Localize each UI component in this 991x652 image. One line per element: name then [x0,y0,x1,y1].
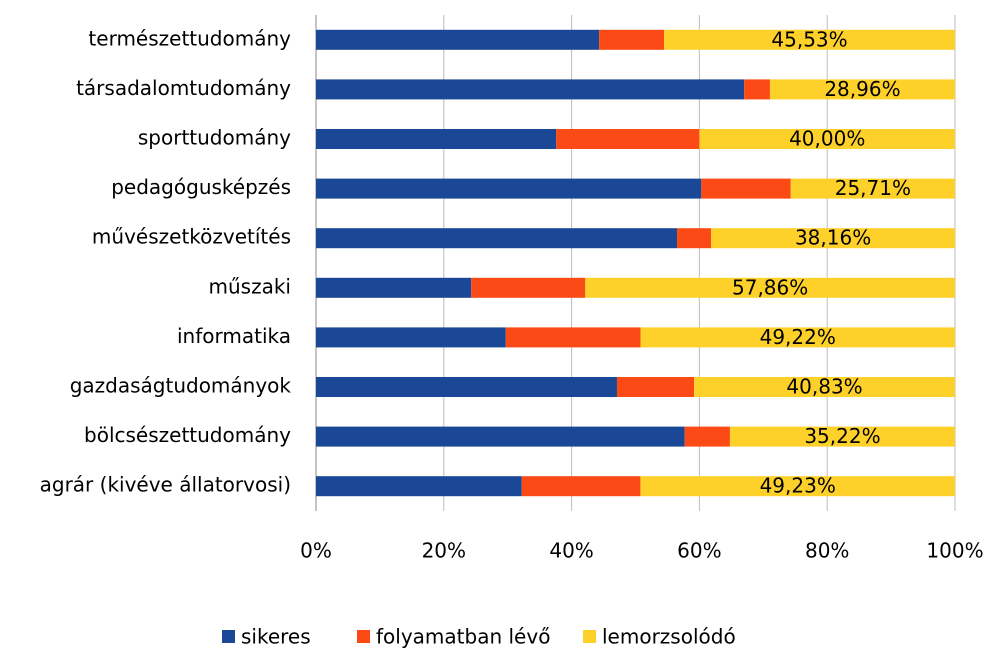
bar-segment [316,426,685,447]
bar-segment [585,277,955,298]
legend-label: lemorzsolódó [602,625,736,649]
bar-segment [699,129,955,149]
y-tick-label: sporttudomány [138,126,291,150]
value-label: 40,83% [786,375,862,399]
bar-segment [316,129,557,149]
bar-segment [316,228,678,249]
bar-segment [316,29,600,50]
x-tick-label: 0% [300,539,332,563]
bar-segment [316,178,702,199]
bar-segment [316,79,745,100]
bar-segment [711,228,955,249]
bar-segment [701,178,791,199]
bar-segment [684,426,730,447]
value-label: 49,22% [760,325,836,349]
value-label: 45,53% [771,27,847,51]
bar-segment [505,327,641,348]
value-label: 40,00% [789,127,865,151]
bar-segment [316,476,522,497]
bar-segment [790,178,955,199]
bar-segment [640,476,955,497]
y-tick-label: informatika [177,324,291,348]
bar-segment [729,426,955,447]
y-tick-label: pedagógusképzés [111,175,291,199]
legend-swatch [222,630,235,643]
bar-segment [599,29,665,50]
value-label: 25,71% [835,176,911,200]
x-tick-label: 80% [805,539,849,563]
value-label: 35,22% [804,424,880,448]
value-label: 57,86% [732,275,808,299]
legend-label: sikeres [241,625,311,649]
bar-segment [471,277,586,298]
legend-swatch [357,630,370,643]
bar-segment [677,228,712,249]
bar-segment [694,377,955,397]
bar-segment [640,327,955,348]
bar-segment [316,327,506,348]
y-tick-label: természettudomány [88,26,291,50]
y-tick-label: műszaki [209,274,291,298]
bar-segment [744,79,770,100]
bar-segment [521,476,641,497]
bar-segment [556,129,700,149]
y-tick-label: művészetközvetítés [92,225,291,249]
x-tick-label: 60% [677,539,721,563]
y-tick-label: bölcsészettudomány [84,423,291,447]
bar-segment [316,377,617,397]
value-label: 38,16% [795,226,871,250]
value-label: 49,23% [760,474,836,498]
bar-segment [616,377,695,397]
x-tick-label: 100% [926,539,983,563]
x-tick-label: 20% [422,539,466,563]
bar-segment [664,29,955,50]
x-tick-label: 40% [549,539,593,563]
value-label: 28,96% [824,77,900,101]
legend-swatch [583,630,596,643]
bar-segment [769,79,955,100]
bar-segment [316,277,472,298]
y-tick-label: agrár (kivéve állatorvosi) [40,473,291,497]
y-tick-label: gazdaságtudományok [70,374,292,398]
y-tick-label: társadalomtudomány [76,76,291,100]
legend-label: folyamatban lévő [376,625,550,649]
